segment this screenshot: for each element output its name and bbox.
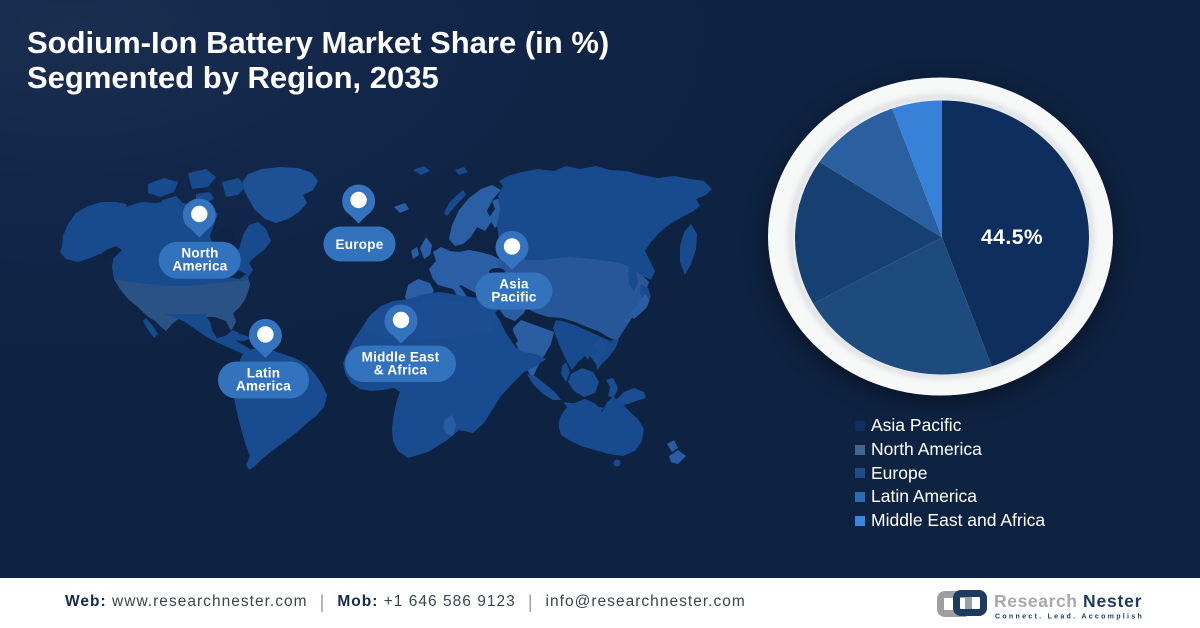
svg-text:North: North: [181, 246, 218, 261]
svg-text:Connect. Lead. Accomplish: Connect. Lead. Accomplish: [995, 614, 1144, 621]
svg-text:Research: Research: [994, 591, 1078, 611]
svg-text:Pacific: Pacific: [491, 289, 537, 304]
svg-text:Nester: Nester: [1083, 591, 1142, 611]
svg-text:& Africa: & Africa: [374, 362, 428, 377]
svg-text:Asia: Asia: [499, 276, 529, 291]
svg-text:Middle East: Middle East: [362, 349, 440, 364]
svg-text:America: America: [172, 259, 227, 274]
svg-text:Latin: Latin: [247, 365, 281, 380]
svg-text:Europe: Europe: [335, 237, 383, 252]
svg-text:America: America: [236, 378, 291, 393]
